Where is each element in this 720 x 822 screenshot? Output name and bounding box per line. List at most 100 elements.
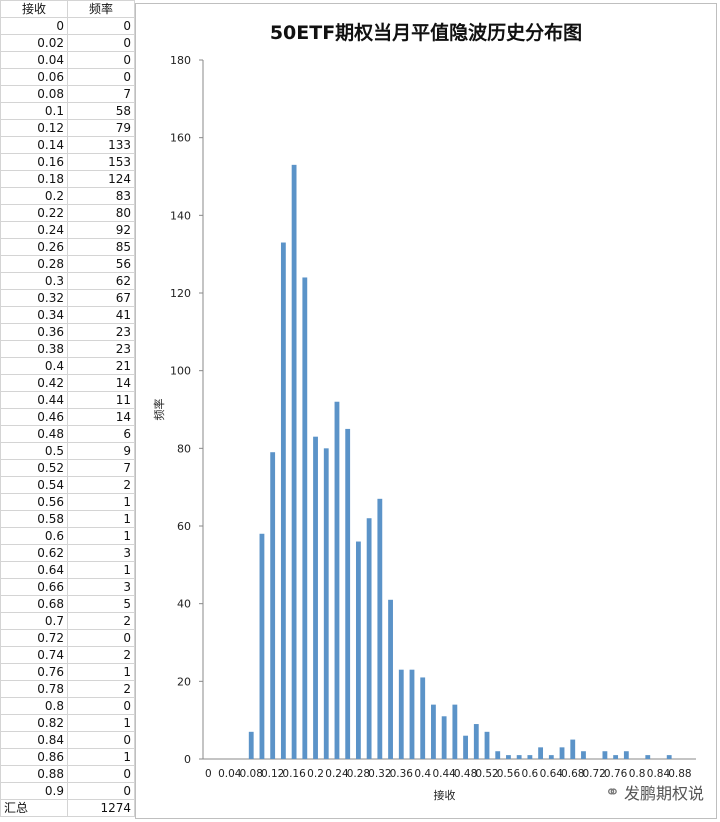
cell-frequency[interactable]: 67 [67,289,135,307]
cell-frequency[interactable]: 0 [67,782,135,800]
cell-frequency[interactable]: 83 [67,187,135,205]
cell-frequency[interactable]: 133 [67,136,135,154]
total-value[interactable]: 1274 [67,799,135,817]
header-bin[interactable]: 接收 [0,0,68,18]
cell-bin[interactable]: 0.78 [0,680,68,698]
chart-area[interactable]: 50ETF期权当月平值隐波历史分布图 0 20 40 60 80 100 120 140 160 1… [135,3,717,819]
cell-frequency[interactable]: 14 [67,408,135,426]
x-tick-label: 0.16 [282,768,306,780]
cell-frequency[interactable]: 3 [67,544,135,562]
cell-frequency[interactable]: 2 [67,646,135,664]
cell-bin[interactable]: 0.44 [0,391,68,409]
cell-frequency[interactable]: 0 [67,697,135,715]
cell-frequency[interactable]: 21 [67,357,135,375]
cell-bin[interactable]: 0.86 [0,748,68,766]
cell-frequency[interactable]: 1 [67,561,135,579]
cell-bin[interactable]: 0.24 [0,221,68,239]
cell-bin[interactable]: 0.34 [0,306,68,324]
cell-frequency[interactable]: 153 [67,153,135,171]
cell-frequency[interactable]: 0 [67,68,135,86]
cell-frequency[interactable]: 14 [67,374,135,392]
cell-bin[interactable]: 0.74 [0,646,68,664]
cell-frequency[interactable]: 0 [67,629,135,647]
cell-frequency[interactable]: 3 [67,578,135,596]
cell-bin[interactable]: 0.64 [0,561,68,579]
cell-frequency[interactable]: 1 [67,510,135,528]
cell-bin[interactable]: 0.82 [0,714,68,732]
cell-bin[interactable]: 0.84 [0,731,68,749]
cell-frequency[interactable]: 9 [67,442,135,460]
cell-bin[interactable]: 0.72 [0,629,68,647]
cell-bin[interactable]: 0 [0,17,68,35]
cell-frequency[interactable]: 124 [67,170,135,188]
cell-frequency[interactable]: 23 [67,340,135,358]
cell-frequency[interactable]: 92 [67,221,135,239]
cell-bin[interactable]: 0.42 [0,374,68,392]
cell-frequency[interactable]: 2 [67,476,135,494]
cell-bin[interactable]: 0.6 [0,527,68,545]
cell-frequency[interactable]: 1 [67,493,135,511]
cell-bin[interactable]: 0.54 [0,476,68,494]
cell-frequency[interactable]: 41 [67,306,135,324]
cell-frequency[interactable]: 79 [67,119,135,137]
cell-bin[interactable]: 0.02 [0,34,68,52]
cell-bin[interactable]: 0.48 [0,425,68,443]
cell-bin[interactable]: 0.58 [0,510,68,528]
cell-frequency[interactable]: 7 [67,85,135,103]
cell-frequency[interactable]: 0 [67,731,135,749]
cell-frequency[interactable]: 6 [67,425,135,443]
cell-bin[interactable]: 0.7 [0,612,68,630]
cell-bin[interactable]: 0.1 [0,102,68,120]
cell-bin[interactable]: 0.76 [0,663,68,681]
cell-frequency[interactable]: 7 [67,459,135,477]
cell-frequency[interactable]: 11 [67,391,135,409]
cell-frequency[interactable]: 58 [67,102,135,120]
cell-frequency[interactable]: 56 [67,255,135,273]
cell-frequency[interactable]: 2 [67,680,135,698]
cell-bin[interactable]: 0.56 [0,493,68,511]
cell-frequency[interactable]: 85 [67,238,135,256]
cell-bin[interactable]: 0.14 [0,136,68,154]
cell-frequency[interactable]: 23 [67,323,135,341]
cell-frequency[interactable]: 1 [67,714,135,732]
cell-bin[interactable]: 0.66 [0,578,68,596]
cell-frequency[interactable]: 0 [67,17,135,35]
cell-frequency[interactable]: 1 [67,527,135,545]
cell-frequency[interactable]: 0 [67,34,135,52]
cell-bin[interactable]: 0.08 [0,85,68,103]
cell-bin[interactable]: 0.04 [0,51,68,69]
cell-bin[interactable]: 0.52 [0,459,68,477]
cell-bin[interactable]: 0.2 [0,187,68,205]
cell-frequency[interactable]: 1 [67,748,135,766]
cell-bin[interactable]: 0.28 [0,255,68,273]
cell-bin[interactable]: 0.9 [0,782,68,800]
cell-bin[interactable]: 0.62 [0,544,68,562]
cell-bin[interactable]: 0.3 [0,272,68,290]
cell-frequency[interactable]: 80 [67,204,135,222]
cell-bin[interactable]: 0.22 [0,204,68,222]
cell-bin[interactable]: 0.12 [0,119,68,137]
cell-frequency[interactable]: 62 [67,272,135,290]
cell-frequency[interactable]: 0 [67,51,135,69]
cell-bin[interactable]: 0.32 [0,289,68,307]
cell-bin[interactable]: 0.16 [0,153,68,171]
cell-bin[interactable]: 0.4 [0,357,68,375]
header-frequency[interactable]: 频率 [67,0,135,18]
table-row: 0.32 67 [0,289,135,307]
cell-bin[interactable]: 0.8 [0,697,68,715]
total-label[interactable]: 汇总 [0,799,68,817]
cell-frequency[interactable]: 0 [67,765,135,783]
cell-bin[interactable]: 0.18 [0,170,68,188]
cell-bin[interactable]: 0.38 [0,340,68,358]
x-tick-label: 0.08 [240,768,263,780]
cell-bin[interactable]: 0.68 [0,595,68,613]
cell-bin[interactable]: 0.46 [0,408,68,426]
cell-bin[interactable]: 0.26 [0,238,68,256]
cell-frequency[interactable]: 2 [67,612,135,630]
cell-bin[interactable]: 0.5 [0,442,68,460]
cell-frequency[interactable]: 1 [67,663,135,681]
cell-frequency[interactable]: 5 [67,595,135,613]
cell-bin[interactable]: 0.36 [0,323,68,341]
cell-bin[interactable]: 0.88 [0,765,68,783]
cell-bin[interactable]: 0.06 [0,68,68,86]
